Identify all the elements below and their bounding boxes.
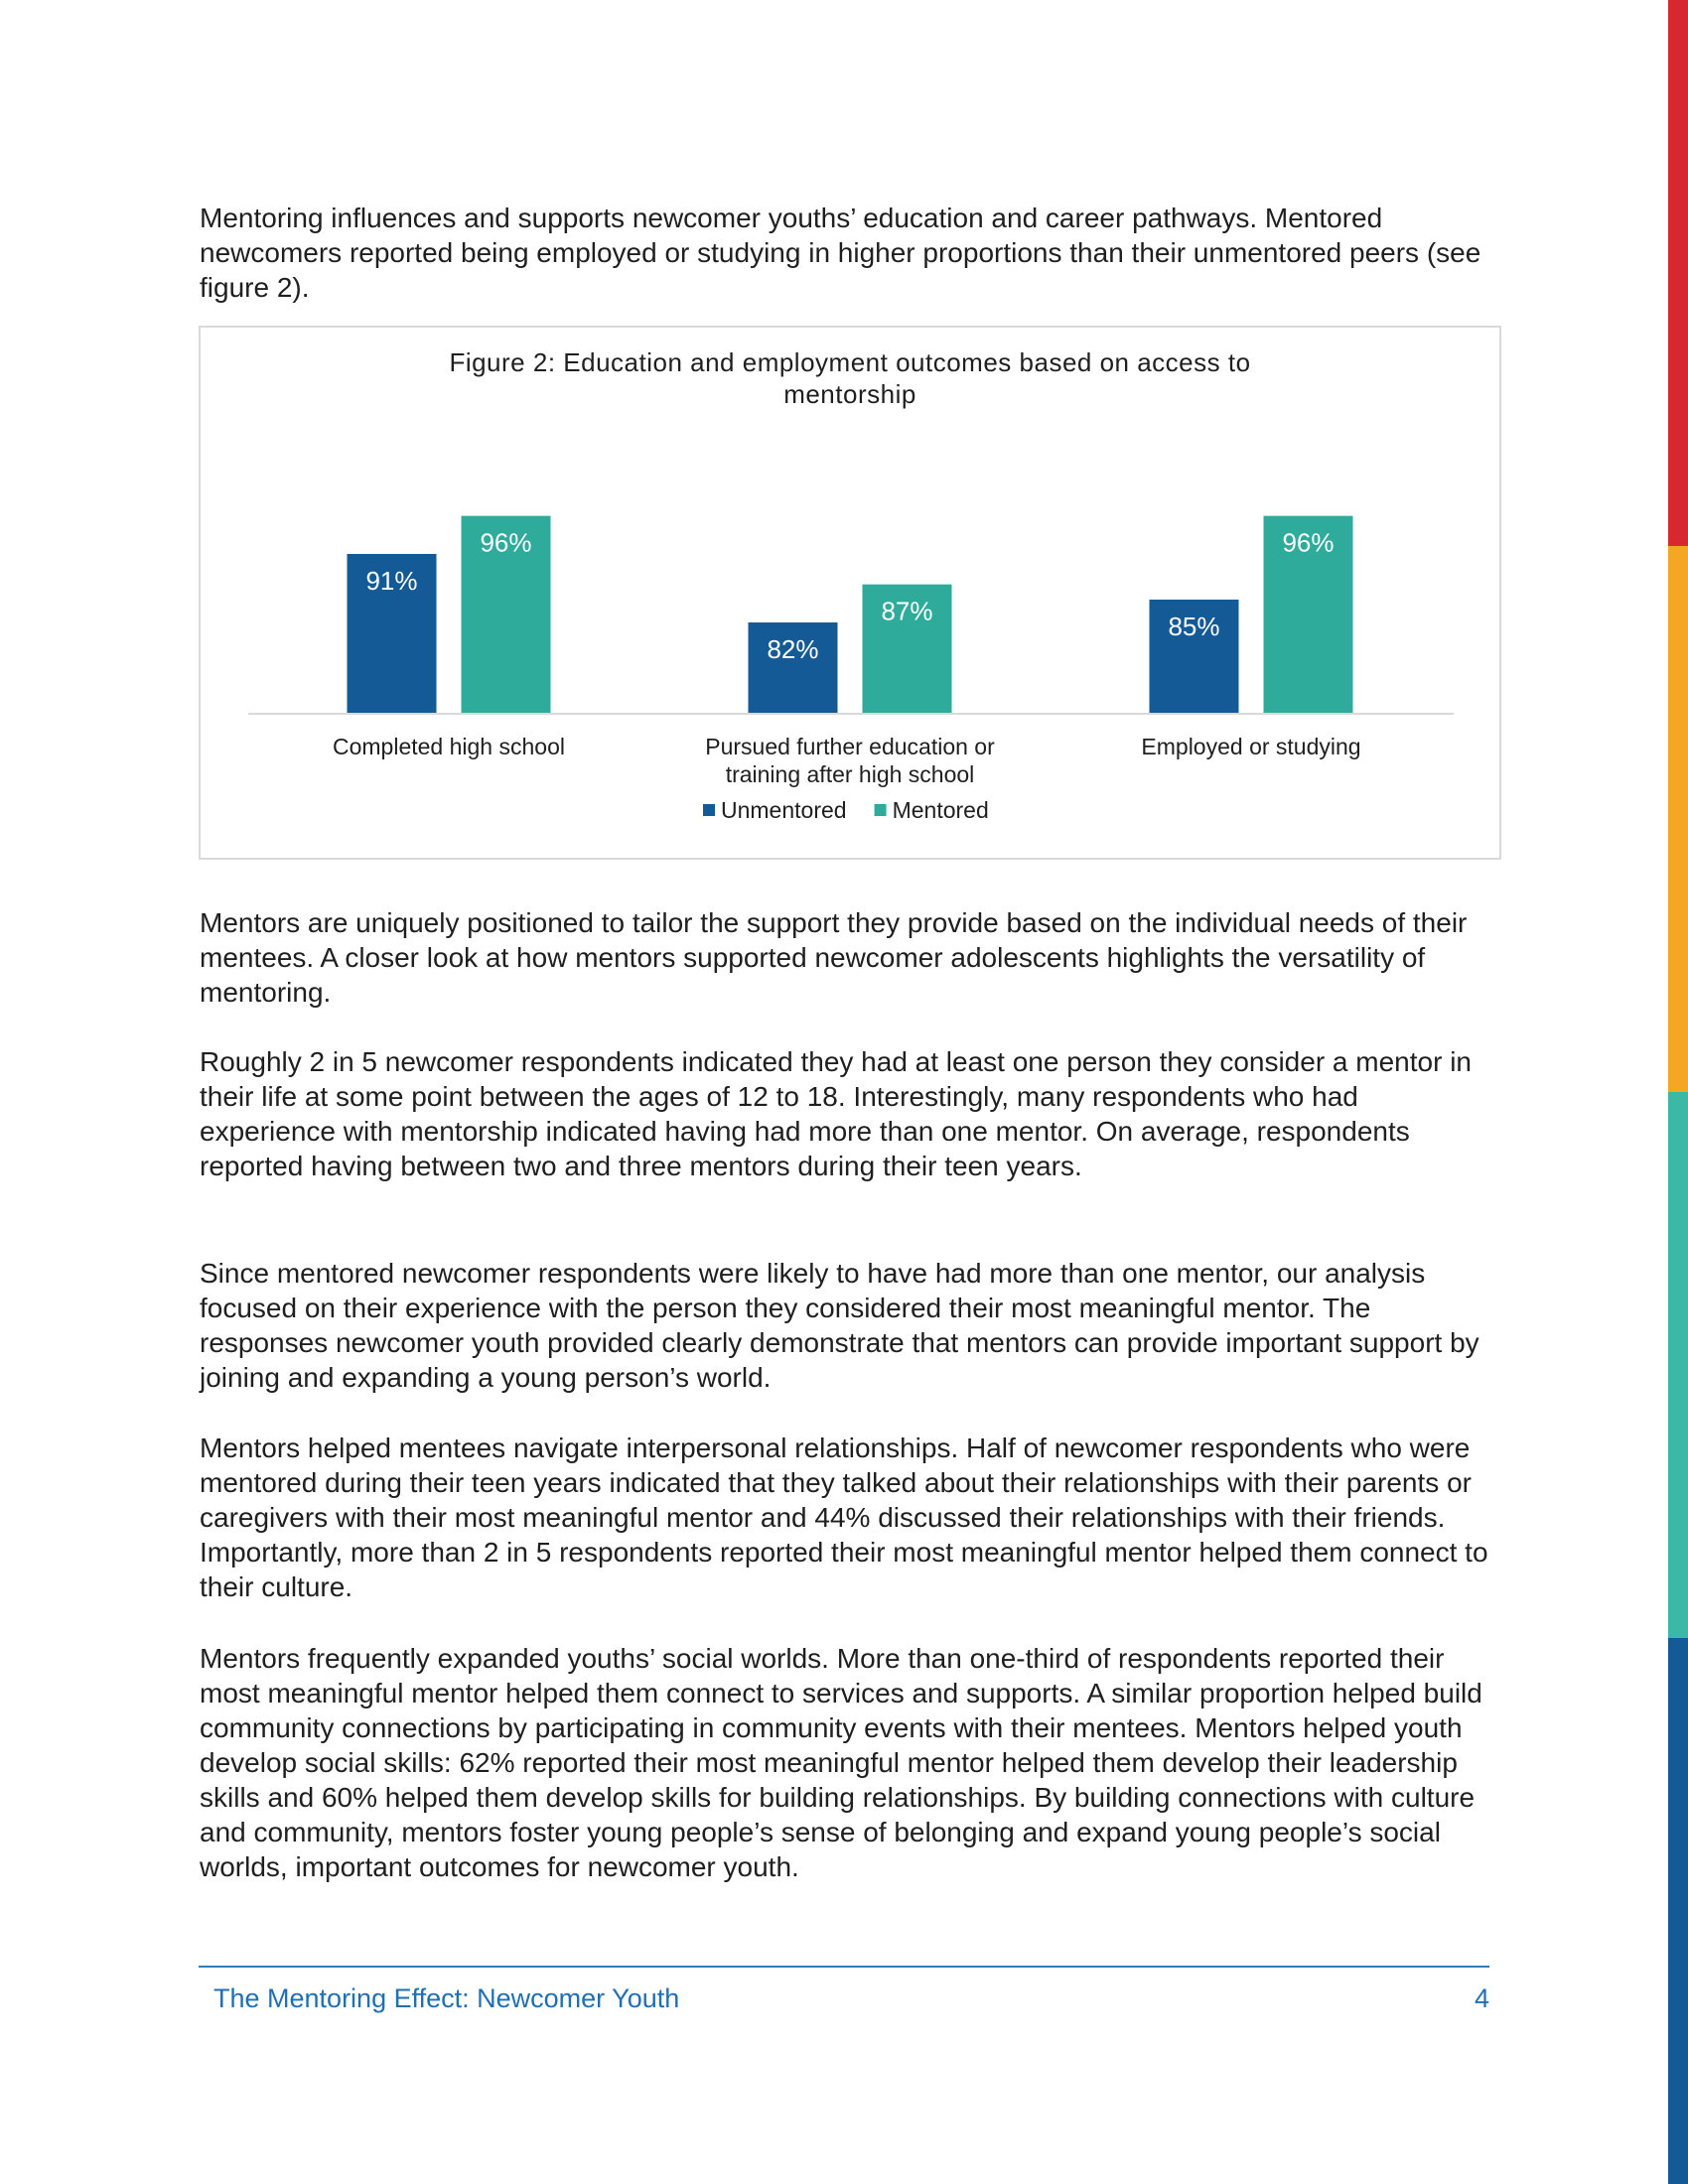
bar-unmentored bbox=[347, 554, 437, 714]
bar-mentored bbox=[1263, 515, 1353, 714]
legend-label-mentored: Mentored bbox=[893, 797, 989, 823]
data-label: 96% bbox=[1282, 528, 1334, 558]
data-label: 85% bbox=[1168, 612, 1219, 641]
bar-mentored bbox=[461, 515, 551, 714]
figure-2-chart: Figure 2: Education and employment outco… bbox=[199, 326, 1501, 860]
data-label: 96% bbox=[480, 528, 531, 558]
legend-swatch-unmentored bbox=[703, 804, 715, 816]
side-stripe-blue bbox=[1668, 1638, 1688, 2184]
category-label: training after high school bbox=[726, 761, 975, 787]
body-paragraph-4: Mentors helped mentees navigate interper… bbox=[200, 1433, 1488, 1602]
page-number: 4 bbox=[1474, 1983, 1489, 2013]
data-label: 82% bbox=[767, 634, 818, 664]
category-label: Pursued further education or bbox=[705, 734, 995, 759]
side-stripe-orange bbox=[1668, 546, 1688, 1092]
bar-unmentored bbox=[748, 622, 838, 714]
legend-label-unmentored: Unmentored bbox=[721, 797, 847, 823]
chart-title-line: Figure 2: Education and employment outco… bbox=[449, 347, 1250, 377]
data-label: 87% bbox=[881, 597, 932, 626]
bar-mentored bbox=[862, 584, 952, 714]
legend-swatch-mentored bbox=[874, 804, 887, 816]
side-stripe-red bbox=[1668, 0, 1688, 546]
body-paragraph-3: Since mentored newcomer respondents were… bbox=[200, 1258, 1479, 1393]
side-stripe-teal bbox=[1668, 1092, 1688, 1638]
body-paragraph-5: Mentors frequently expanded youths’ soci… bbox=[200, 1643, 1482, 1882]
category-label: Employed or studying bbox=[1141, 734, 1360, 759]
footer-title: The Mentoring Effect: Newcomer Youth bbox=[213, 1983, 680, 2013]
data-label: 91% bbox=[365, 566, 417, 596]
bar-unmentored bbox=[1149, 600, 1239, 714]
chart-title-line: mentorship bbox=[783, 379, 916, 409]
body-paragraph-2: Roughly 2 in 5 newcomer respondents indi… bbox=[200, 1046, 1472, 1181]
category-label: Completed high school bbox=[333, 734, 565, 759]
footer-divider bbox=[199, 1966, 1489, 1968]
intro-paragraph: Mentoring influences and supports newcom… bbox=[200, 203, 1481, 303]
body-paragraph-1: Mentors are uniquely positioned to tailo… bbox=[200, 907, 1468, 1008]
bar-chart: Figure 2: Education and employment outco… bbox=[248, 347, 1454, 823]
